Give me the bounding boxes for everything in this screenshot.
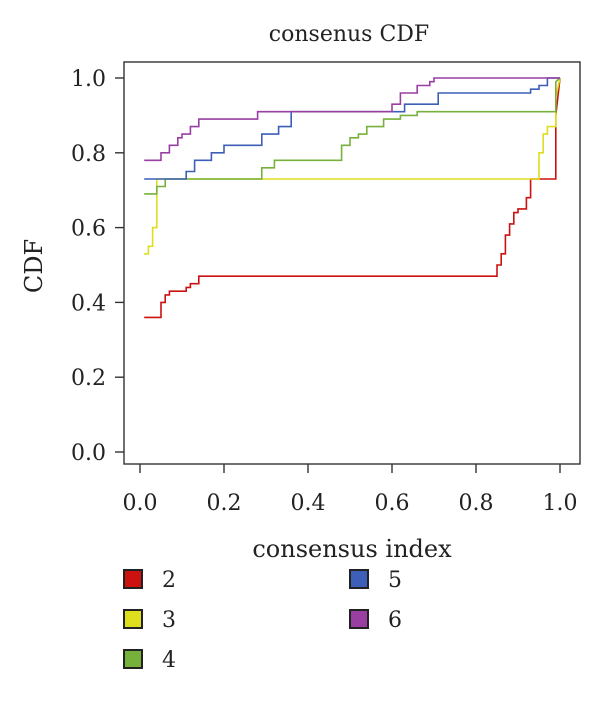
x-tick-label: 0.0 [123,491,158,516]
legend-label-4: 4 [162,648,176,673]
y-tick-label: 0.0 [71,441,106,466]
x-tick-label: 0.4 [291,491,326,516]
series-line-5 [144,77,560,180]
chart-title: consenus CDF [269,22,429,47]
x-tick-label: 0.2 [207,491,242,516]
legend-label-6: 6 [388,608,402,633]
y-tick-label: 0.8 [71,142,106,167]
legend-swatch-5 [349,569,369,589]
y-axis: 0.0 0.2 0.4 0.6 0.8 1.0 [71,67,124,466]
legend: 2 3 4 5 6 [123,568,402,673]
legend-swatch-3 [123,609,143,629]
y-tick-label: 0.6 [71,217,106,242]
legend-label-2: 2 [162,568,176,593]
y-axis-title: CDF [20,239,48,293]
legend-swatch-2 [123,569,143,589]
x-axis-title: consensus index [252,535,452,563]
series-line-3 [144,77,561,255]
series-layer [144,77,561,319]
series-line-2 [144,77,561,319]
x-tick-label: 0.8 [459,491,494,516]
series-line-4 [144,77,561,195]
x-tick-label: 1.0 [543,491,578,516]
legend-label-3: 3 [162,608,176,633]
x-axis: 0.0 0.2 0.4 0.6 0.8 1.0 [123,464,578,516]
y-tick-label: 0.2 [71,366,106,391]
x-tick-label: 0.6 [375,491,410,516]
y-tick-label: 0.4 [71,291,106,316]
legend-swatch-6 [349,609,369,629]
legend-label-5: 5 [388,568,402,593]
y-tick-label: 1.0 [71,67,106,92]
legend-swatch-4 [123,649,143,669]
plot-frame [123,61,581,465]
series-line-6 [144,77,560,162]
